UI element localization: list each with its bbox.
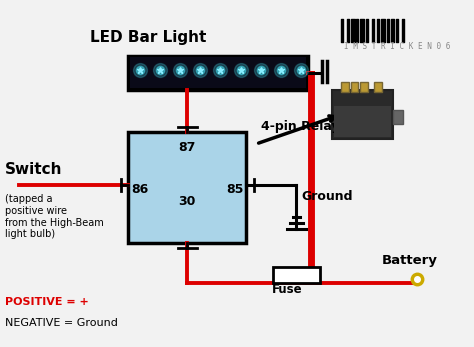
Bar (351, 82, 358, 92)
Bar (393, 110, 403, 124)
Bar (334, 106, 391, 137)
Text: 86: 86 (131, 183, 148, 196)
Text: 85: 85 (226, 183, 243, 196)
Text: 30: 30 (179, 195, 196, 208)
Bar (374, 82, 382, 92)
Text: I M S T R I C K E N 0 6: I M S T R I C K E N 0 6 (344, 42, 450, 51)
Bar (128, 56, 308, 90)
Text: Switch: Switch (5, 161, 62, 177)
Bar (128, 132, 246, 243)
Bar (341, 82, 349, 92)
Text: LED Bar Light: LED Bar Light (90, 30, 207, 45)
Text: Ground: Ground (301, 189, 353, 203)
Bar (360, 82, 368, 92)
Text: Fuse: Fuse (272, 283, 302, 296)
Text: NEGATIVE = Ground: NEGATIVE = Ground (5, 318, 118, 328)
Text: POSITIVE = +: POSITIVE = + (5, 297, 89, 307)
Text: Battery: Battery (382, 254, 438, 267)
Text: 4-pin Relay: 4-pin Relay (261, 120, 339, 133)
Text: (tapped a
positive wire
from the High-Beam
light bulb): (tapped a positive wire from the High-Be… (5, 194, 103, 239)
Bar (130, 57, 306, 88)
Text: 87: 87 (179, 141, 196, 154)
Bar (332, 90, 393, 139)
Bar (273, 267, 320, 283)
